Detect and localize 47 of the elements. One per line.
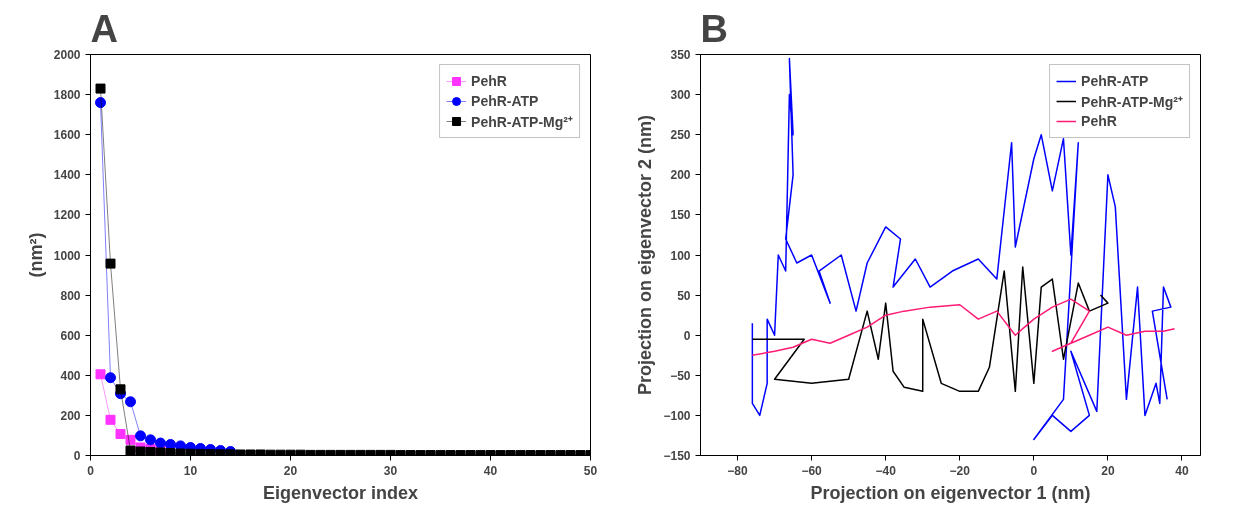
y-axis-title: (nm²)	[25, 232, 46, 278]
x-tick-label: −40	[875, 463, 897, 478]
y-tick-label: 600	[60, 328, 81, 343]
x-tick-label: 10	[183, 463, 198, 478]
y-tick-label: −150	[663, 449, 691, 463]
y-tick-label: 400	[60, 368, 81, 383]
x-tick-label: −20	[949, 463, 971, 478]
y-tick-label: 1000	[53, 248, 81, 263]
x-tick-label: 20	[283, 463, 298, 478]
x-tick-label: −80	[727, 463, 749, 478]
x-tick-label: 30	[383, 463, 398, 478]
y-tick-label: 150	[670, 208, 691, 223]
legend-label: PehR	[1081, 113, 1117, 129]
y-tick-label: 800	[60, 288, 81, 303]
y-tick-label: −100	[663, 408, 691, 423]
x-tick-label: 50	[583, 463, 598, 478]
y-tick-label: 1600	[53, 128, 81, 143]
x-tick-label: 0	[1030, 463, 1038, 478]
y-tick-label: −50	[670, 368, 691, 383]
y-tick-label: 1200	[53, 208, 81, 223]
y-tick-label: 350	[670, 48, 691, 62]
y-tick-label: 200	[670, 168, 691, 183]
y-tick-label: 300	[670, 88, 691, 103]
x-tick-label: 20	[1101, 463, 1115, 478]
y-tick-label: 1800	[53, 88, 81, 103]
y-tick-label: 200	[60, 408, 81, 423]
y-tick-label: 2000	[53, 48, 81, 62]
chart-title: B	[700, 7, 728, 50]
legend-label: PehR-ATP	[1081, 73, 1149, 89]
legend-label: PehR-ATP	[471, 93, 539, 109]
x-tick-label: −60	[801, 463, 823, 478]
legend-label: PehR-ATP-Mg²⁺	[471, 112, 573, 131]
y-tick-label: 100	[670, 248, 691, 263]
chart-title: A	[90, 7, 118, 50]
legend-label: PehR	[471, 73, 507, 89]
x-axis-title: Projection on eigenvector 1 (nm)	[810, 482, 1091, 503]
y-tick-label: 0	[73, 449, 81, 463]
y-tick-label: 1400	[53, 168, 81, 183]
legend-label: PehR-ATP-Mg²⁺	[1081, 92, 1183, 111]
x-tick-label: 40	[483, 463, 498, 478]
y-axis-title: Projection on eigenvector 2 (nm)	[635, 114, 656, 396]
x-tick-label: 0	[87, 463, 95, 478]
x-tick-label: 40	[1175, 463, 1189, 478]
y-tick-label: 250	[670, 128, 691, 143]
y-tick-label: 0	[683, 328, 691, 343]
y-tick-label: 50	[677, 288, 691, 303]
x-axis-title: Eigenvector index	[262, 482, 419, 503]
